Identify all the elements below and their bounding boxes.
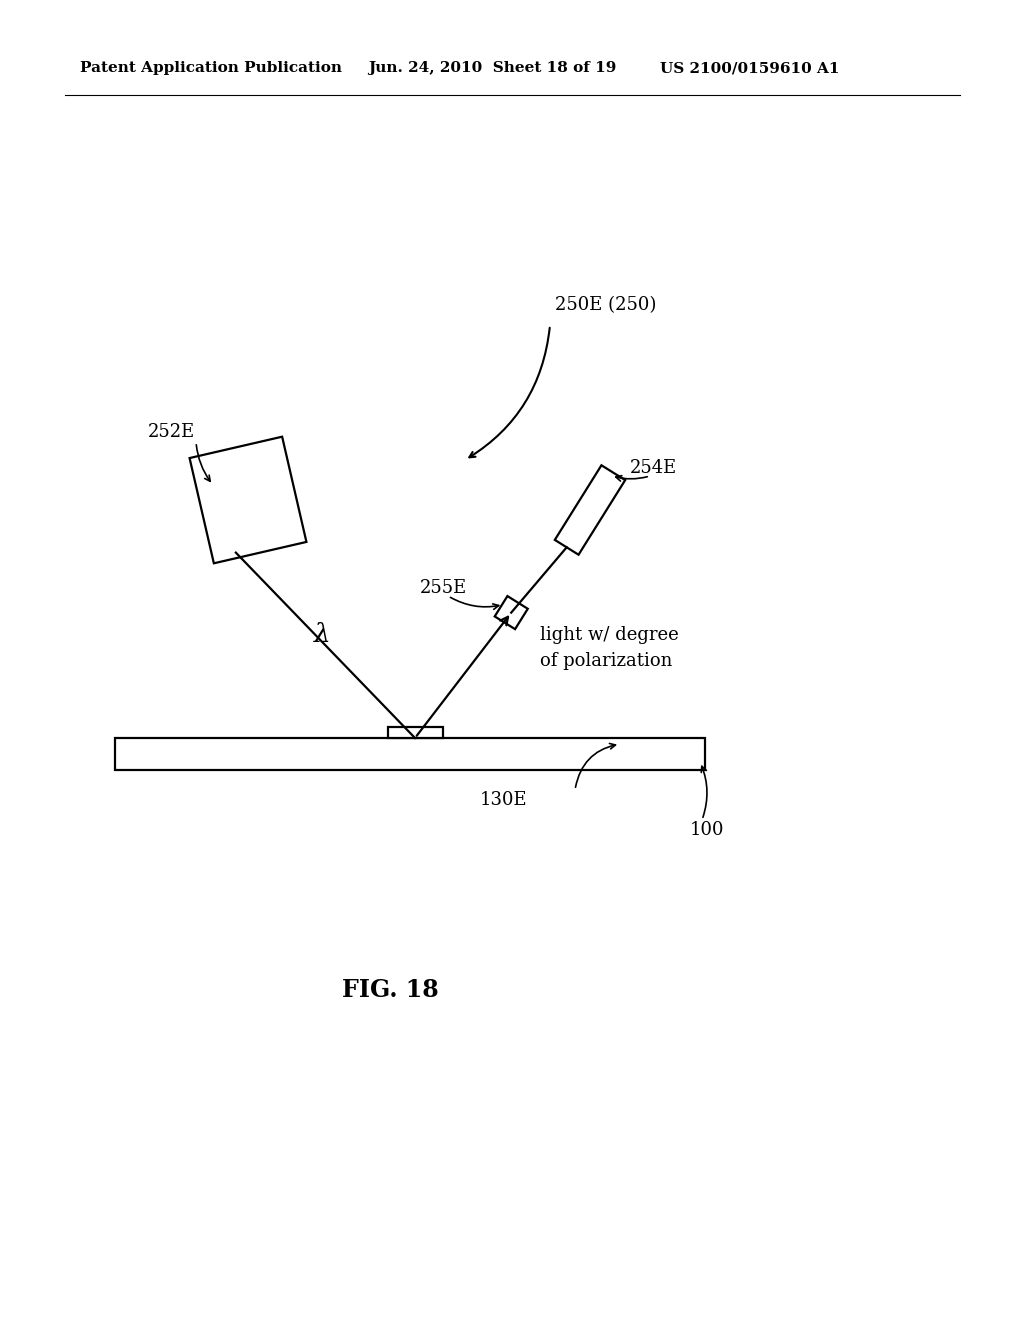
- Text: Jun. 24, 2010  Sheet 18 of 19: Jun. 24, 2010 Sheet 18 of 19: [368, 61, 616, 75]
- Text: FIG. 18: FIG. 18: [342, 978, 438, 1002]
- Text: 130E: 130E: [480, 791, 527, 809]
- Bar: [495, 597, 527, 630]
- Text: light w/ degree
of polarization: light w/ degree of polarization: [540, 627, 679, 669]
- Text: 254E: 254E: [630, 459, 677, 477]
- Bar: [555, 465, 626, 554]
- Text: 255E: 255E: [420, 579, 467, 597]
- Text: 100: 100: [690, 821, 725, 840]
- Text: US 2100/0159610 A1: US 2100/0159610 A1: [660, 61, 840, 75]
- Text: Patent Application Publication: Patent Application Publication: [80, 61, 342, 75]
- Bar: [388, 727, 443, 738]
- Bar: [189, 437, 306, 564]
- Bar: [115, 738, 705, 770]
- Text: 250E (250): 250E (250): [555, 296, 656, 314]
- Text: 252E: 252E: [148, 422, 196, 441]
- Text: λ: λ: [313, 622, 331, 647]
